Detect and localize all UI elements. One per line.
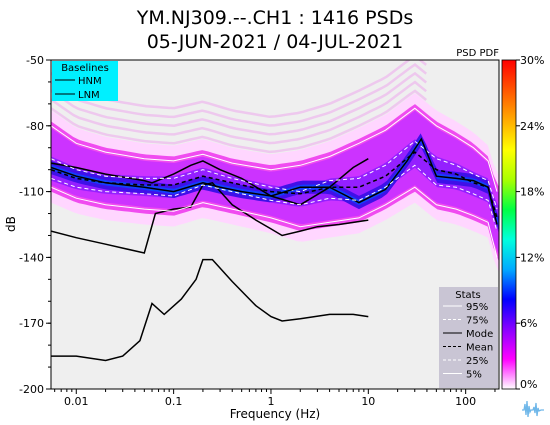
plot-frame [50,59,500,390]
density-streak-3 [51,71,427,136]
colorbar-tick-label: 30% [520,54,544,67]
stats-legend-box [439,287,498,388]
y-tick-label: -80 [26,120,44,133]
baselines-legend-title: Baselines [61,63,109,74]
y-tick-label: -200 [19,383,44,396]
chart-subtitle: 05-JUN-2021 / 04-JUL-2021 [147,31,404,53]
y-axis: -50 -80 -110 -140 -170 -200 [19,54,51,396]
y-tick-label: -170 [19,317,44,330]
x-tick-label: 0.01 [64,395,89,408]
colorbar [501,59,517,390]
baselines-legend: Baselines HNM LNM [52,61,118,101]
series-75 [51,140,498,210]
stats-label: 95% [466,302,488,313]
colorbar-tick-label: 24% [520,120,544,133]
colorbar-tick-label: 0% [520,378,537,391]
stats-legend: Stats 95% 75% Mode Mean 25% 5% [439,287,498,388]
colorbar-tick-label: 12% [520,251,544,264]
x-tick-label: 10 [361,395,375,408]
colorbar-tick-label: 18% [520,186,544,199]
x-axis-label: Frequency (Hz) [230,407,321,421]
legend-label-lnm: LNM [78,90,100,101]
density-streak-1 [51,89,427,154]
stats-label: 75% [466,316,488,327]
density-band-3 [51,139,499,234]
seismometer-wave-icon [522,400,544,418]
series-5 [51,186,498,258]
series-lnm [51,181,369,254]
colorbar-ticks: 0% 6% 12% 18% 24% 30% [516,54,544,391]
y-tick-label: -110 [19,186,44,199]
x-tick-label: 100 [455,395,476,408]
y-axis-label: dB [4,216,18,232]
series-hnm [51,158,369,206]
series-layer [51,107,498,362]
stats-label: 5% [466,370,482,381]
stats-legend-title: Stats [455,290,481,301]
series-lower-baseline [51,258,369,362]
chart-title: YM.NJ309.--.CH1 : 1416 PSDs [136,7,413,29]
y-tick-label: -140 [19,251,44,264]
series-mean [51,151,498,219]
series-mode [51,137,498,225]
colorbar-label: PSD PDF [456,48,499,59]
density-streak-4 [51,63,427,127]
x-axis: 0.01 0.1 1 10 100 [54,389,496,408]
stats-label: Mean [466,343,493,354]
y-tick-label: -50 [26,54,44,67]
density-streak-2 [51,80,427,145]
density-band-4 [51,133,499,232]
stats-label: Mode [466,329,493,340]
x-tick-label: 0.1 [165,395,183,408]
colorbar-tick-label: 6% [520,317,537,330]
series-95 [51,107,498,192]
density-band-2 [51,110,499,256]
legend-label-hnm: HNM [78,76,102,87]
x-tick-label: 1 [267,395,274,408]
stats-label: 25% [466,356,488,367]
